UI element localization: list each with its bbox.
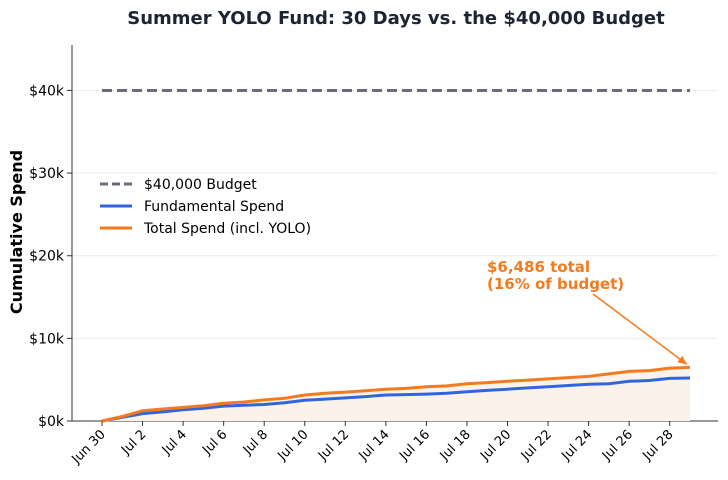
legend-label: Fundamental Spend [144,199,284,215]
chart-title: Summer YOLO Fund: 30 Days vs. the $40,00… [127,8,665,29]
plot-area: $0k $10k $20k $30k $40k Jun 30 Jul 2 Jul 4 Jul 6… [29,45,718,468]
annotation-total: $6,486 total [487,258,590,276]
x-tick-label: Jul 18 [437,427,474,464]
x-tick-label: Jul 24 [558,427,595,464]
annotation-arrow [592,293,688,366]
x-tick-label: Jul 14 [356,427,393,464]
annotation-percent: (16% of budget) [487,275,624,293]
total-spend-line [101,365,691,423]
x-tick-label: Jul 6 [199,427,230,458]
y-tick-label: $30k [29,166,65,182]
x-tick-label: Jul 16 [396,427,433,464]
x-tick-label: Jul 10 [275,427,312,464]
y-tick-label: $0k [38,414,65,430]
annotation-arrowhead [677,355,687,365]
x-tick-label: Jul 28 [640,427,677,464]
legend-label: Total Spend (incl. YOLO) [143,221,311,237]
x-tick-label: Jul 26 [599,427,636,464]
y-tick-label: $40k [29,83,65,99]
y-tick-label: $10k [29,331,65,347]
fundamental-spend-line [101,376,691,423]
x-tick-label: Jul 4 [159,427,190,458]
legend-label: $40,000 Budget [144,177,257,193]
y-axis-label: Cumulative Spend [7,150,26,314]
x-tick-label: Jul 20 [477,427,514,464]
x-tick-label: Jul 8 [240,427,271,458]
x-tick-label: Jul 22 [518,427,555,464]
y-tick-label: $20k [29,249,65,265]
x-tick-label: Jun 30 [69,427,109,467]
x-tick-label: Jul 12 [315,427,352,464]
x-tick-label: Jul 2 [118,427,149,458]
